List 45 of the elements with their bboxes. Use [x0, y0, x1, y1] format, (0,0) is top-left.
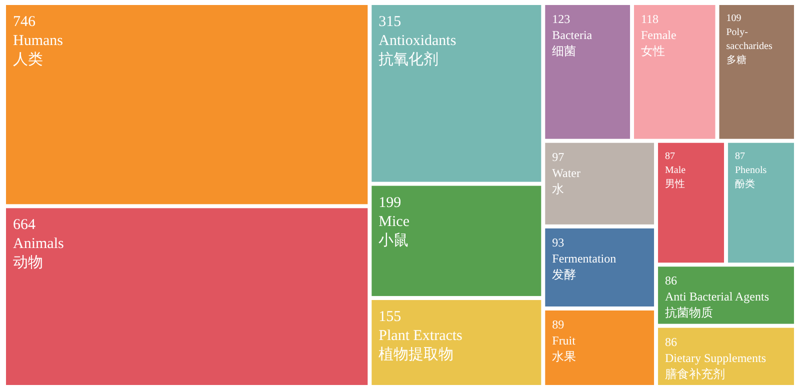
category-label: Plant Extracts 植物提取物 [378, 328, 463, 364]
cell: 315 Antioxidants 抗氧化剂 [372, 5, 542, 182]
category-label: Water 水 [552, 166, 581, 196]
data-label: 155 [378, 309, 402, 326]
data-label: 93 [552, 235, 564, 250]
cell: 86 Anti Bacterial Agents 抗菌物质 [658, 266, 794, 324]
category-label: Anti Bacterial Agents 抗菌物质 [665, 290, 770, 320]
data-label: 664 [13, 217, 36, 234]
category-label: Male 男性 [665, 164, 686, 190]
data-label: 97 [552, 150, 564, 164]
data-label: 123 [552, 12, 570, 26]
category-label: Poly- saccharides 多糖 [726, 27, 772, 66]
data-label: 199 [378, 194, 402, 211]
category-label: Antioxidants 抗氧化剂 [378, 33, 456, 68]
category-label: Female 女性 [641, 28, 676, 58]
data-label: 86 [665, 274, 678, 288]
cell: 118 Female 女性 [634, 5, 716, 139]
cell: 86 Dietary Supplements 膳食补充剂 [658, 328, 794, 385]
cell: 93 Fermentation 发酵 [545, 228, 654, 306]
category-label: Phenols 酚类 [735, 164, 767, 190]
category-label: Dietary Supplements 膳食补充剂 [665, 350, 766, 381]
data-label: 87 [735, 150, 746, 162]
category-label: Animals 动物 [13, 236, 64, 272]
data-label: 746 [13, 14, 36, 30]
cell: 199 Mice 小鼠 [372, 186, 542, 296]
data-label: 315 [378, 14, 402, 30]
cell: 87 Male 男性 [658, 142, 724, 263]
cell: 155 Plant Extracts 植物提取物 [372, 300, 542, 385]
cell: 109 Poly- saccharides 多糖 [719, 5, 794, 139]
cell: 664 Animals 动物 [6, 208, 368, 385]
cell: 97 Water 水 [545, 142, 654, 224]
category-label: Bacteria 细菌 [552, 28, 593, 58]
category-label: Mice 小鼠 [378, 214, 410, 249]
cell: 87 Phenols 酚类 [728, 142, 794, 263]
data-label: 89 [552, 317, 564, 332]
cell: 89 Fruit 水果 [545, 310, 654, 385]
category-label: Humans 人类 [13, 33, 64, 68]
data-label: 118 [641, 12, 659, 26]
cell: 746 Humans 人类 [6, 5, 368, 204]
cell: 123 Bacteria 细菌 [545, 5, 630, 139]
category-label: Fermentation 发酵 [552, 251, 616, 282]
data-label: 86 [665, 334, 678, 349]
category-label: Fruit 水果 [552, 333, 576, 364]
data-label: 87 [665, 150, 676, 162]
data-label: 109 [726, 13, 742, 24]
